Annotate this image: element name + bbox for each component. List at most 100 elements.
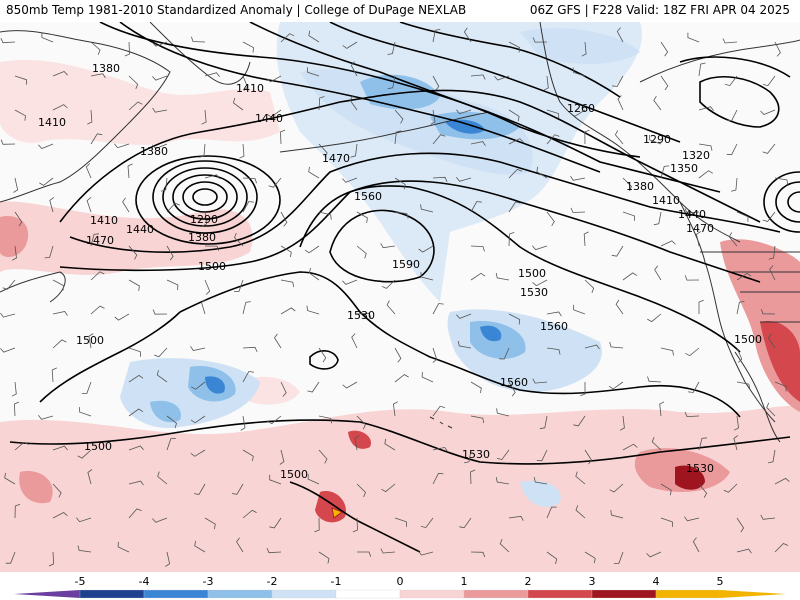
height-label: 1440: [126, 223, 154, 236]
wind-barb: [546, 109, 560, 119]
wind-barb: [318, 551, 330, 564]
wind-barb: [572, 67, 586, 77]
height-label: 1380: [92, 62, 120, 75]
wind-barb: [242, 301, 251, 315]
wind-barb: [242, 371, 254, 383]
wind-barb: [90, 271, 105, 281]
kamchatka-coastline: [149, 22, 251, 85]
colorbar-segment: [463, 589, 529, 599]
cold-anomaly-area: [150, 400, 181, 423]
wind-barb: [128, 75, 139, 90]
wind-barb: [41, 32, 54, 43]
wind-barb: [280, 381, 287, 397]
height-label: 1530: [462, 448, 490, 461]
wind-barb: [456, 109, 472, 115]
wind-barb: [5, 551, 16, 564]
colorbar-tick-labels: -5 -4 -3 -2 -1 0 1 2 3 4 5: [75, 575, 724, 588]
wind-barb: [236, 537, 244, 553]
wind-barb: [432, 75, 440, 91]
wind-barb: [495, 477, 510, 485]
wind-barb: [342, 381, 358, 389]
wind-barb: [52, 104, 68, 111]
height-contour: [59, 180, 761, 283]
wind-barb: [266, 75, 282, 83]
wind-barb: [13, 401, 20, 417]
wind-barb: [611, 245, 624, 257]
wind-barb: [48, 551, 55, 567]
height-label: 1410: [652, 194, 680, 207]
wind-barb: [87, 109, 93, 125]
wind-barb: [470, 245, 485, 252]
wind-barb: [583, 231, 589, 247]
colorbar-tick-label: 0: [397, 575, 404, 588]
height-label: 1470: [86, 234, 114, 247]
hawaii-islands: [429, 416, 453, 429]
wind-barb: [204, 517, 216, 530]
wind-barb: [280, 129, 286, 145]
low-contour: [763, 171, 800, 233]
wind-barb: [696, 231, 701, 247]
colorbar-tick-label: 4: [653, 575, 660, 588]
height-label: 1560: [500, 376, 528, 389]
wind-barb: [81, 381, 92, 394]
wind-barb: [157, 471, 168, 485]
warm-anomaly-shading: [0, 59, 800, 572]
wind-barb: [166, 279, 179, 291]
height-contour: [309, 350, 339, 370]
wind-barb: [456, 177, 472, 182]
wind-barb: [394, 109, 404, 124]
height-label: 1290: [190, 213, 218, 226]
wind-barb: [536, 166, 548, 179]
wind-barb: [90, 73, 106, 79]
warm-anomaly-area: [0, 405, 800, 572]
wind-barb: [356, 245, 367, 259]
colorbar: -5 -4 -3 -2 -1 0 1 2 3 4 5: [0, 572, 800, 600]
height-contour: [69, 152, 781, 253]
cold-anomaly-area: [205, 376, 225, 394]
height-label: 1380: [140, 145, 168, 158]
wind-barb: [573, 304, 586, 315]
wind-barb: [269, 517, 282, 529]
wind-barb: [52, 483, 62, 498]
wind-barb: [114, 143, 130, 149]
wind-barb: [653, 211, 662, 226]
wind-barb: [356, 483, 366, 498]
wind-barb: [736, 548, 752, 554]
wind-barb: [352, 517, 358, 533]
height-label: 1500: [76, 334, 104, 347]
wind-barb: [357, 551, 372, 557]
wind-barb: [11, 245, 17, 261]
colorbar-segment: [271, 589, 337, 599]
height-label: 1290: [643, 133, 671, 146]
baja-coastline: [734, 351, 781, 443]
height-label: 1410: [38, 116, 66, 129]
wind-barb: [152, 75, 168, 81]
arctic-coastline: [639, 39, 800, 83]
wind-barb: [242, 41, 255, 53]
map-header: 850mb Temp 1981-2010 Standardized Anomal…: [0, 0, 800, 22]
height-label: 1440: [255, 112, 283, 125]
weather-map: 1380 1410 1410 1440 1380 1470 1410 1290 …: [0, 22, 800, 572]
wind-barb: [242, 449, 254, 462]
wind-barb: [38, 415, 54, 420]
wind-barb: [619, 415, 625, 431]
height-label: 1500: [198, 260, 226, 273]
colorbar-segments: [14, 589, 786, 599]
wind-barb: [350, 143, 358, 158]
colorbar-segment: [143, 589, 209, 599]
cold-anomaly-shading: [120, 22, 642, 507]
wind-barb: [318, 449, 328, 464]
wind-barb: [421, 371, 434, 383]
wind-barb: [646, 551, 662, 558]
wind-barb: [774, 41, 781, 57]
wind-barb: [308, 166, 320, 179]
wind-barb: [152, 309, 168, 315]
wind-barb: [279, 449, 285, 465]
wind-barb: [736, 211, 749, 222]
wind-barb: [546, 211, 555, 227]
warm-anomaly-area: [19, 471, 53, 504]
wind-barb: [508, 515, 524, 521]
wind-barb: [76, 517, 92, 523]
wind-barb: [508, 41, 521, 53]
